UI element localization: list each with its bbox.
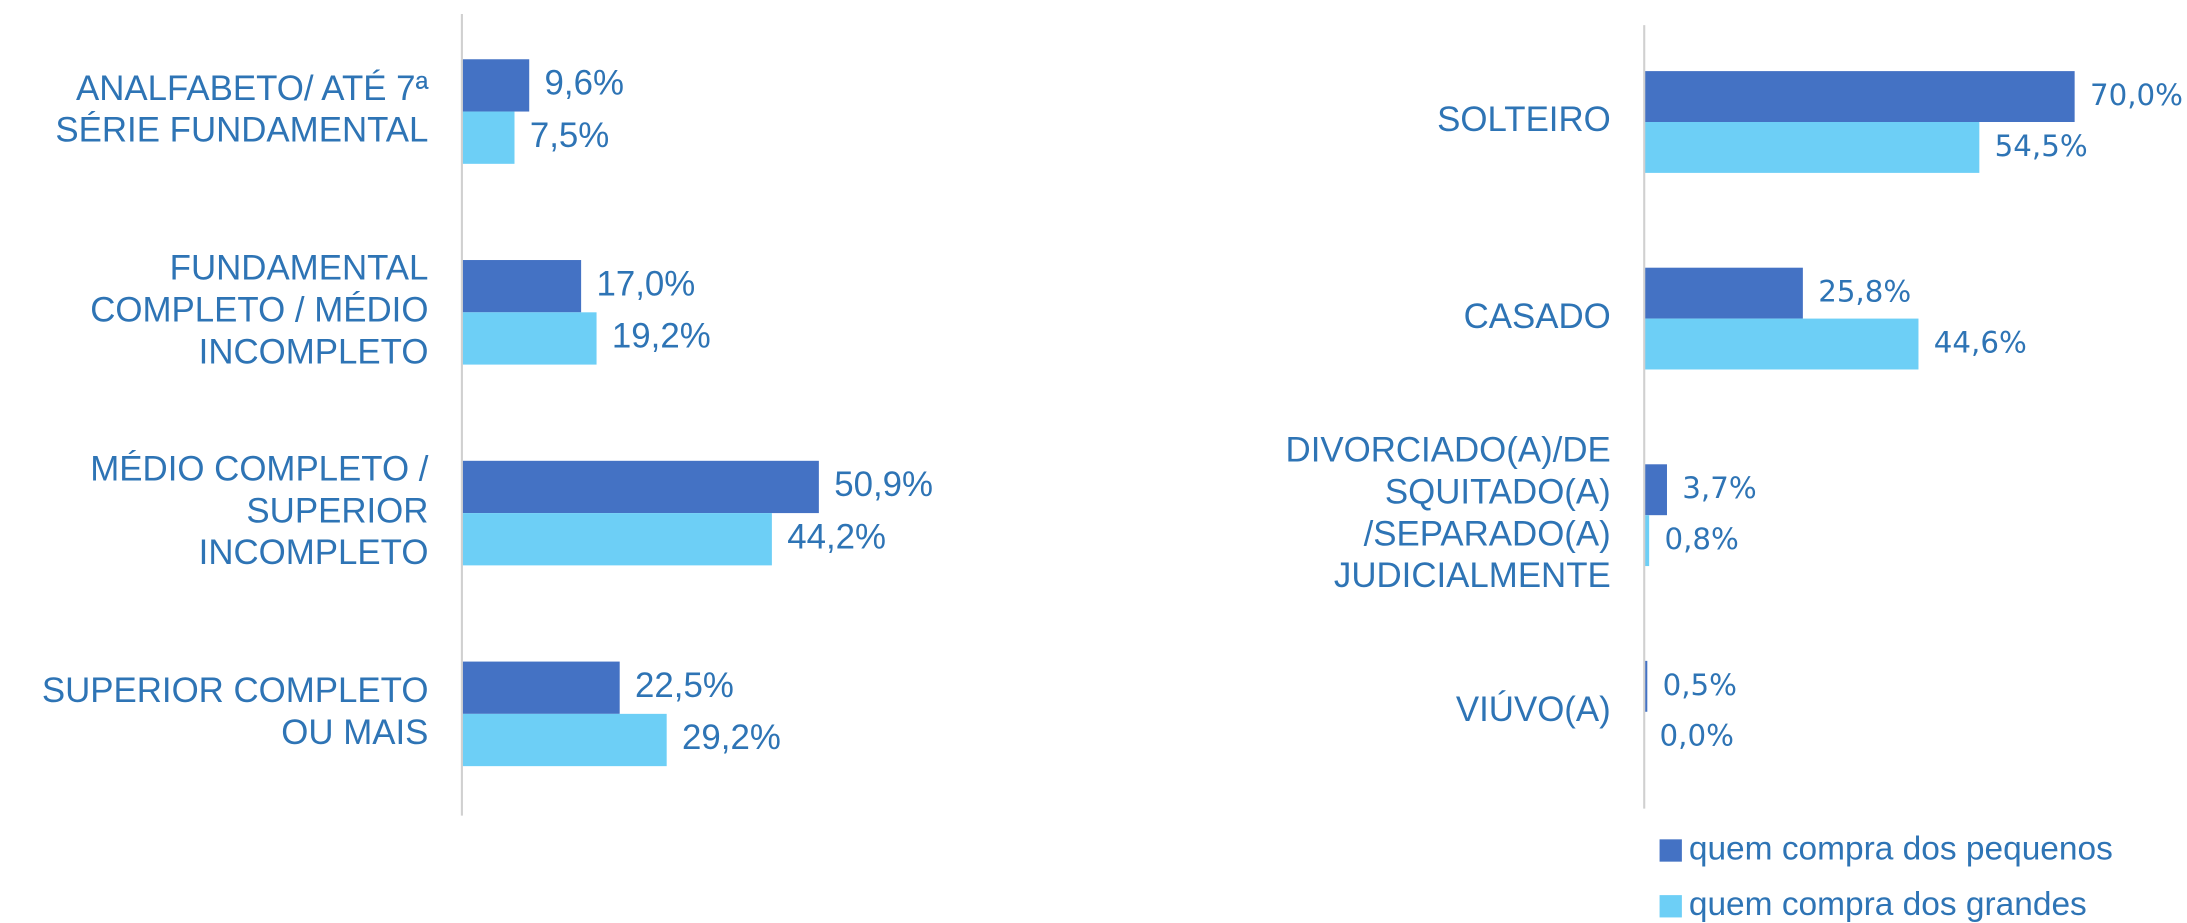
bar: [1644, 71, 2075, 122]
category-label: DIVORCIADO(A)/DE: [1286, 431, 1611, 470]
value-label: 7,5%: [530, 116, 609, 155]
value-label: 22,5%: [635, 666, 734, 705]
category-label: ANALFABETO/ ATÉ 7ª: [76, 69, 430, 108]
value-label: 44,2%: [787, 517, 886, 556]
legend-label: quem compra dos pequenos: [1689, 830, 2113, 867]
value-label: 44,6%: [1934, 326, 2027, 360]
value-label: 0,8%: [1664, 522, 1738, 556]
bar: [461, 59, 530, 112]
bar: [461, 312, 597, 365]
value-label: 54,5%: [1995, 129, 2088, 163]
bar: [1644, 464, 1667, 516]
bar: [461, 661, 620, 714]
category-label: FUNDAMENTAL: [170, 249, 429, 288]
value-label: 25,8%: [1818, 275, 1911, 309]
category-label: OU MAIS: [281, 713, 428, 752]
category-label: SUPERIOR: [246, 491, 428, 530]
category-label: INCOMPLETO: [199, 533, 429, 572]
category-label: SQUITADO(A): [1385, 472, 1611, 511]
value-label: 50,9%: [834, 465, 933, 504]
category-label: SOLTEIRO: [1437, 100, 1611, 139]
bar: [461, 513, 772, 566]
value-label: 29,2%: [682, 718, 781, 757]
category-label: JUDICIALMENTE: [1334, 556, 1611, 595]
category-label: /SEPARADO(A): [1364, 514, 1611, 553]
bar: [461, 111, 515, 164]
bar: [461, 460, 819, 514]
category-label: INCOMPLETO: [199, 332, 429, 371]
value-label: 17,0%: [596, 264, 695, 303]
category-label: MÉDIO COMPLETO /: [90, 449, 428, 488]
bar: [1644, 515, 1650, 567]
legend-swatch: [1659, 839, 1682, 862]
bar: [1644, 267, 1803, 319]
legend-swatch: [1659, 895, 1682, 918]
bar: [461, 713, 667, 767]
value-label: 9,6%: [545, 64, 624, 103]
category-label: SÉRIE FUNDAMENTAL: [55, 111, 428, 150]
value-label: 70,0%: [2090, 78, 2183, 112]
category-label: VIÚVO(A): [1456, 690, 1611, 729]
category-label: SUPERIOR COMPLETO: [42, 671, 429, 710]
value-label: 3,7%: [1682, 471, 1756, 505]
value-label: 0,5%: [1663, 668, 1737, 702]
bar: [1644, 318, 1919, 370]
value-label: 19,2%: [612, 317, 711, 356]
legend-label: quem compra dos grandes: [1689, 886, 2087, 923]
bar: [1644, 660, 1648, 712]
bar: [461, 260, 582, 313]
category-label: CASADO: [1464, 297, 1611, 336]
bar: [1644, 121, 1980, 173]
value-label: 0,0%: [1660, 719, 1734, 753]
category-label: COMPLETO / MÉDIO: [90, 291, 428, 330]
